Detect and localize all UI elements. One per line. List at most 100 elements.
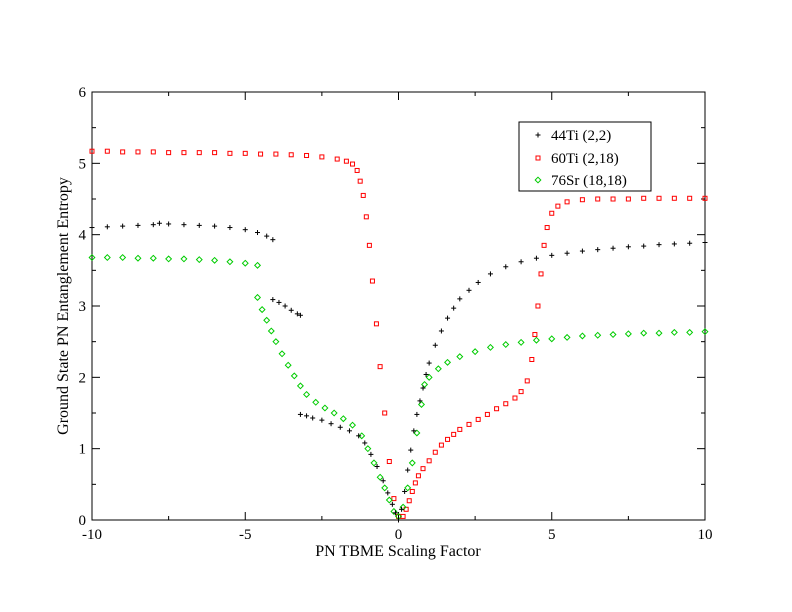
data-point bbox=[349, 421, 357, 429]
data-point bbox=[304, 413, 310, 419]
data-point bbox=[180, 255, 188, 263]
data-point bbox=[290, 372, 298, 380]
series-layer bbox=[88, 148, 709, 523]
data-point bbox=[373, 321, 379, 327]
data-point bbox=[374, 464, 380, 469]
legend-label-76sr: 76Sr (18,18) bbox=[551, 173, 627, 189]
data-point bbox=[150, 222, 156, 228]
data-point bbox=[254, 261, 262, 269]
data-point bbox=[181, 150, 187, 156]
data-point bbox=[610, 245, 616, 251]
y-tick-label: 2 bbox=[79, 370, 87, 386]
data-point bbox=[686, 328, 694, 336]
data-point bbox=[258, 151, 264, 157]
data-point bbox=[563, 333, 571, 341]
data-point bbox=[434, 365, 442, 373]
x-tick-label: -5 bbox=[239, 527, 252, 543]
data-point bbox=[411, 428, 417, 434]
series-0 bbox=[89, 220, 708, 523]
data-point bbox=[471, 348, 479, 356]
data-point bbox=[391, 496, 397, 502]
y-tick-label: 4 bbox=[79, 228, 87, 244]
data-point bbox=[671, 195, 677, 201]
data-point bbox=[414, 411, 420, 417]
data-point bbox=[457, 296, 463, 302]
data-point bbox=[494, 406, 500, 412]
data-point bbox=[625, 196, 631, 202]
data-point bbox=[392, 510, 398, 516]
data-point bbox=[241, 259, 249, 267]
data-point bbox=[377, 364, 383, 370]
data-point bbox=[466, 421, 472, 427]
x-tick-label: 0 bbox=[395, 527, 403, 543]
data-point bbox=[381, 484, 389, 492]
data-point bbox=[104, 224, 110, 230]
data-point bbox=[548, 335, 556, 343]
data-point bbox=[417, 398, 423, 404]
data-point bbox=[356, 433, 362, 439]
data-point bbox=[156, 220, 162, 226]
data-point bbox=[321, 404, 329, 412]
data-point bbox=[89, 225, 95, 231]
data-point bbox=[89, 148, 95, 154]
data-point bbox=[149, 254, 157, 262]
data-point bbox=[687, 195, 693, 201]
data-point bbox=[150, 149, 156, 155]
data-point bbox=[195, 256, 203, 264]
data-point bbox=[406, 498, 412, 504]
data-point bbox=[445, 436, 451, 442]
data-point bbox=[350, 161, 356, 167]
data-point bbox=[535, 303, 541, 309]
data-point bbox=[135, 222, 141, 228]
data-point bbox=[425, 373, 433, 381]
data-point bbox=[196, 222, 202, 228]
data-point bbox=[517, 338, 525, 346]
data-point bbox=[297, 411, 303, 417]
y-axis-label: Ground State PN Entanglement Entropy bbox=[55, 177, 72, 435]
data-point bbox=[687, 240, 693, 246]
data-point bbox=[399, 503, 407, 511]
data-point bbox=[408, 459, 416, 467]
data-point bbox=[103, 253, 111, 262]
data-point bbox=[399, 506, 405, 512]
data-point bbox=[362, 440, 368, 446]
data-point bbox=[258, 306, 266, 314]
data-point bbox=[579, 197, 585, 203]
series-2 bbox=[88, 253, 709, 520]
data-point bbox=[426, 360, 432, 366]
data-point bbox=[120, 149, 126, 155]
data-point bbox=[270, 237, 276, 243]
data-point bbox=[432, 342, 438, 348]
data-point bbox=[364, 445, 372, 453]
data-point bbox=[420, 466, 426, 472]
data-point bbox=[487, 271, 493, 277]
legend: 44Ti (2,2) 60Ti (2,18) 76Sr (18,18) bbox=[518, 121, 652, 192]
data-point bbox=[211, 256, 219, 264]
data-point bbox=[396, 517, 401, 523]
data-point bbox=[529, 357, 535, 362]
data-point bbox=[369, 278, 375, 284]
data-point bbox=[595, 247, 601, 253]
data-point bbox=[484, 411, 490, 417]
data-point bbox=[655, 329, 663, 337]
data-point bbox=[104, 148, 110, 154]
data-point bbox=[276, 299, 282, 305]
data-point bbox=[594, 331, 602, 339]
data-point bbox=[466, 287, 472, 293]
data-point bbox=[357, 178, 363, 184]
data-point bbox=[385, 490, 391, 496]
legend-markers bbox=[534, 132, 542, 184]
data-point bbox=[382, 410, 388, 416]
y-tick-label: 3 bbox=[79, 299, 87, 315]
data-point bbox=[656, 242, 662, 248]
data-point bbox=[354, 167, 360, 173]
data-point bbox=[595, 196, 601, 202]
y-tick-label: 0 bbox=[79, 513, 87, 529]
data-point bbox=[88, 253, 96, 262]
data-point bbox=[270, 297, 276, 303]
legend-label-44ti: 44Ti (2,2) bbox=[551, 128, 611, 144]
data-point bbox=[334, 156, 340, 162]
data-point bbox=[368, 451, 374, 457]
x-tick-label: 5 bbox=[548, 527, 556, 543]
